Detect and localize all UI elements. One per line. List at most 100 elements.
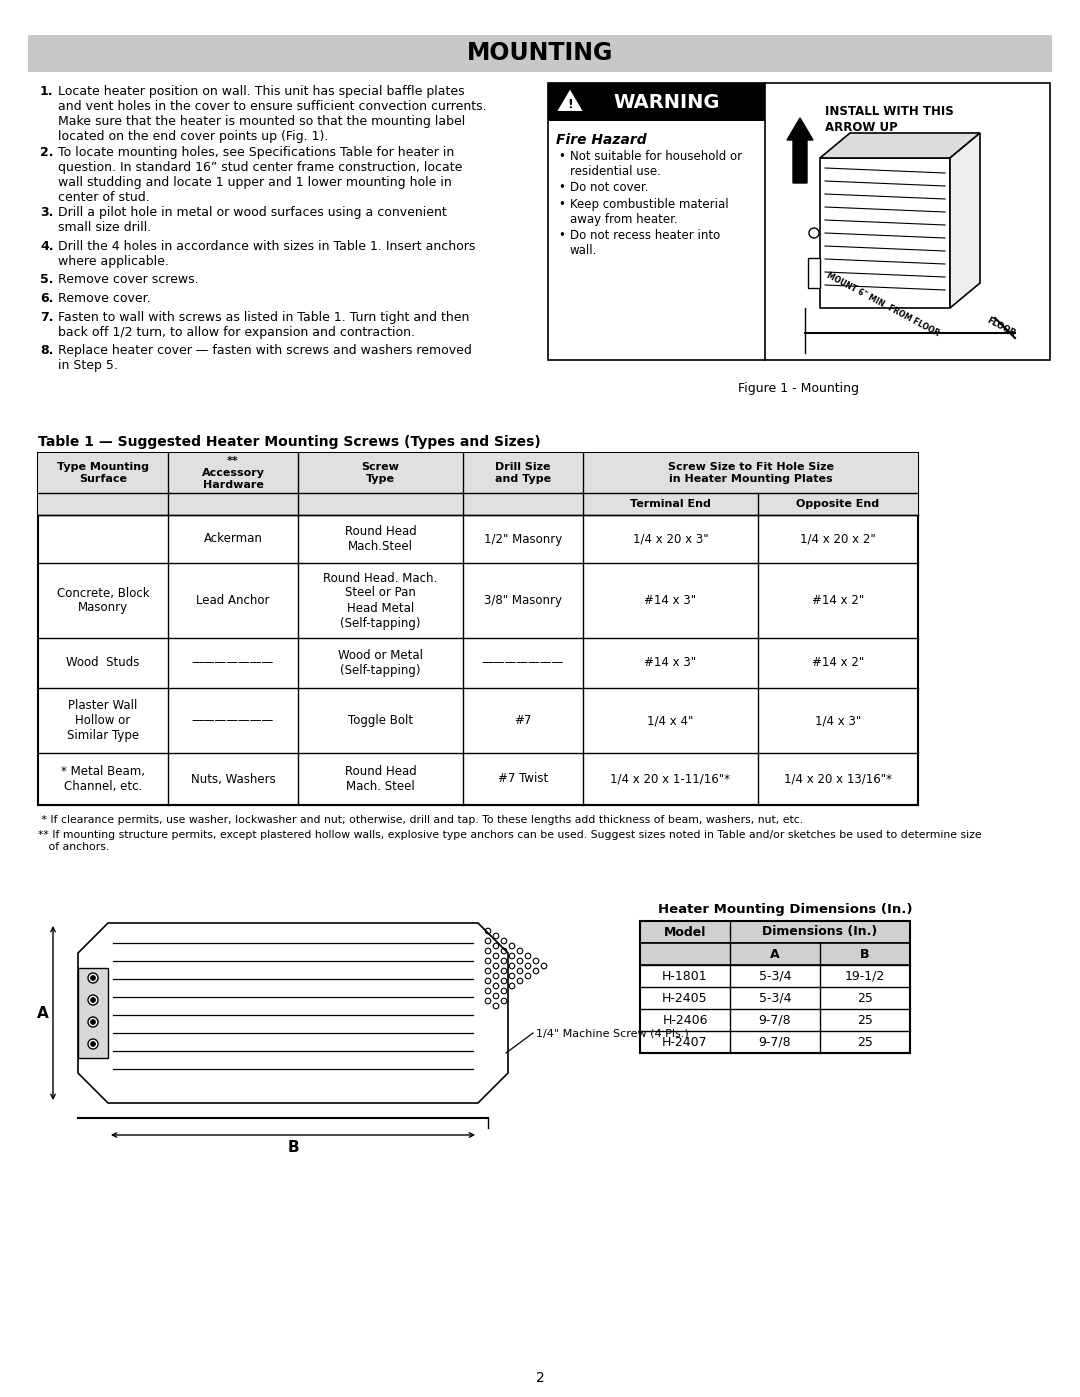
Text: A: A <box>770 947 780 961</box>
Text: 2: 2 <box>536 1370 544 1384</box>
Text: FLOOR: FLOOR <box>985 316 1016 338</box>
Text: 8.: 8. <box>40 344 53 358</box>
Text: Round Head. Mach.
Steel or Pan
Head Metal
(Self-tapping): Round Head. Mach. Steel or Pan Head Meta… <box>323 571 437 630</box>
Text: Screw Size to Fit Hole Size
in Heater Mounting Plates: Screw Size to Fit Hole Size in Heater Mo… <box>667 462 834 483</box>
Text: * If clearance permits, use washer, lockwasher and nut; otherwise, drill and tap: * If clearance permits, use washer, lock… <box>38 814 804 826</box>
Circle shape <box>87 972 98 983</box>
Text: Remove cover.: Remove cover. <box>58 292 150 305</box>
Text: Opposite End: Opposite End <box>796 499 879 509</box>
Bar <box>548 82 765 122</box>
Text: •: • <box>558 229 565 242</box>
Circle shape <box>91 1042 95 1046</box>
Text: 25: 25 <box>858 1013 873 1027</box>
Text: Remove cover screws.: Remove cover screws. <box>58 272 199 285</box>
Text: 25: 25 <box>858 1035 873 1049</box>
Bar <box>38 493 918 515</box>
Text: ** If mounting structure permits, except plastered hollow walls, explosive type : ** If mounting structure permits, except… <box>38 830 982 852</box>
Text: Toggle Bolt: Toggle Bolt <box>348 714 413 726</box>
Text: Wood or Metal
(Self-tapping): Wood or Metal (Self-tapping) <box>338 650 423 678</box>
Polygon shape <box>78 968 108 1058</box>
Text: 4.: 4. <box>40 239 54 253</box>
Text: !: ! <box>567 99 572 112</box>
Polygon shape <box>950 133 980 307</box>
Text: 1/4 x 20 x 2": 1/4 x 20 x 2" <box>800 532 876 545</box>
Circle shape <box>87 1039 98 1049</box>
Text: Terminal End: Terminal End <box>630 499 711 509</box>
Bar <box>38 453 918 805</box>
Text: A: A <box>37 1006 49 1020</box>
Text: Nuts, Washers: Nuts, Washers <box>191 773 275 785</box>
Text: Model: Model <box>664 925 706 939</box>
Text: #7 Twist: #7 Twist <box>498 773 549 785</box>
Text: Ackerman: Ackerman <box>203 532 262 545</box>
Text: * Metal Beam,
Channel, etc.: * Metal Beam, Channel, etc. <box>60 766 145 793</box>
Text: ———————: ——————— <box>192 714 274 726</box>
Text: 1/4 x 3": 1/4 x 3" <box>815 714 861 726</box>
Text: H-2407: H-2407 <box>662 1035 707 1049</box>
Text: H-2405: H-2405 <box>662 992 707 1004</box>
Text: H-2406: H-2406 <box>662 1013 707 1027</box>
Bar <box>38 453 918 493</box>
Text: Lead Anchor: Lead Anchor <box>197 594 270 608</box>
Text: ———————: ——————— <box>482 657 564 669</box>
Text: 3/8" Masonry: 3/8" Masonry <box>484 594 562 608</box>
Text: 2.: 2. <box>40 145 54 159</box>
Text: H-1801: H-1801 <box>662 970 707 982</box>
Text: 9-7/8: 9-7/8 <box>758 1013 792 1027</box>
Text: 3.: 3. <box>40 207 53 219</box>
Text: 9-7/8: 9-7/8 <box>758 1035 792 1049</box>
Text: 1.: 1. <box>40 85 54 98</box>
FancyArrow shape <box>787 117 813 183</box>
Text: 1/2" Masonry: 1/2" Masonry <box>484 532 562 545</box>
Text: ARROW UP: ARROW UP <box>825 122 897 134</box>
Bar <box>640 943 910 965</box>
Text: 5.: 5. <box>40 272 54 285</box>
Text: ———————: ——————— <box>192 657 274 669</box>
Text: Dimensions (In.): Dimensions (In.) <box>762 925 878 939</box>
Text: Keep combustible material
away from heater.: Keep combustible material away from heat… <box>570 198 729 226</box>
Circle shape <box>91 975 95 981</box>
Text: #14 x 3": #14 x 3" <box>645 657 697 669</box>
Text: Plaster Wall
Hollow or
Similar Type: Plaster Wall Hollow or Similar Type <box>67 698 139 742</box>
Text: Heater Mounting Dimensions (In.): Heater Mounting Dimensions (In.) <box>658 902 913 916</box>
Text: 7.: 7. <box>40 312 54 324</box>
Bar <box>640 921 910 1053</box>
Text: #14 x 3": #14 x 3" <box>645 594 697 608</box>
Text: MOUNTING: MOUNTING <box>467 42 613 66</box>
Text: Do not cover.: Do not cover. <box>570 182 648 194</box>
Polygon shape <box>78 923 508 1104</box>
Text: Drill the 4 holes in accordance with sizes in Table 1. Insert anchors
where appl: Drill the 4 holes in accordance with siz… <box>58 239 475 267</box>
Text: 1/4 x 4": 1/4 x 4" <box>647 714 693 726</box>
Text: Round Head
Mach. Steel: Round Head Mach. Steel <box>345 766 417 793</box>
Text: B: B <box>861 947 869 961</box>
Bar <box>820 158 950 307</box>
Text: Fasten to wall with screws as listed in Table 1. Turn tight and then
back off 1/: Fasten to wall with screws as listed in … <box>58 312 470 339</box>
Text: 19-1/2: 19-1/2 <box>845 970 886 982</box>
Text: Locate heater position on wall. This unit has special baffle plates
and vent hol: Locate heater position on wall. This uni… <box>58 85 487 142</box>
Text: •: • <box>558 182 565 194</box>
Text: B: B <box>287 1140 299 1154</box>
Text: 1/4 x 20 x 3": 1/4 x 20 x 3" <box>633 532 708 545</box>
Text: 25: 25 <box>858 992 873 1004</box>
Text: To locate mounting holes, see Specifications Table for heater in
question. In st: To locate mounting holes, see Specificat… <box>58 145 462 204</box>
Text: 1/4 x 20 x 1-11/16"*: 1/4 x 20 x 1-11/16"* <box>610 773 730 785</box>
Text: INSTALL WITH THIS: INSTALL WITH THIS <box>825 105 954 117</box>
Text: Do not recess heater into
wall.: Do not recess heater into wall. <box>570 229 720 257</box>
Polygon shape <box>556 88 584 112</box>
Text: 5-3/4: 5-3/4 <box>759 970 792 982</box>
Text: WARNING: WARNING <box>613 92 719 112</box>
Bar <box>808 258 820 288</box>
Text: Type Mounting
Surface: Type Mounting Surface <box>57 462 149 483</box>
Text: #7: #7 <box>514 714 531 726</box>
Text: #14 x 2": #14 x 2" <box>812 657 864 669</box>
Text: Fire Hazard: Fire Hazard <box>556 133 647 147</box>
Text: •: • <box>558 149 565 163</box>
Text: Not suitable for household or
residential use.: Not suitable for household or residentia… <box>570 149 742 177</box>
Text: MOUNT 6" MIN. FROM FLOOR: MOUNT 6" MIN. FROM FLOOR <box>825 271 941 338</box>
Text: Figure 1 - Mounting: Figure 1 - Mounting <box>739 381 860 395</box>
Circle shape <box>87 1017 98 1027</box>
Text: #14 x 2": #14 x 2" <box>812 594 864 608</box>
Bar <box>548 82 1050 360</box>
Text: Concrete, Block
Masonry: Concrete, Block Masonry <box>56 587 149 615</box>
Bar <box>28 35 1052 73</box>
